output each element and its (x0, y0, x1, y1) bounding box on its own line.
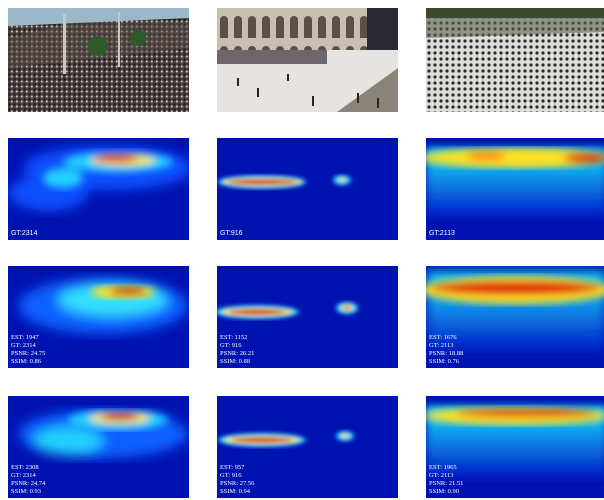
ssim-label: SSIM: 0.88 (220, 358, 250, 365)
density-map-gt-3: GT:2113 (426, 138, 604, 240)
density-map-est-b-2: EST: 957 GT: 916 PSNR: 27.56 SSIM: 0.94 (217, 396, 398, 498)
gt-count-label: GT:2314 (11, 230, 38, 237)
psnr-label: PSNR: 24.75 (11, 350, 46, 357)
est-label: EST: 957 (220, 464, 245, 471)
est-label: EST: 2308 (11, 464, 39, 471)
estimate-metrics: EST: 1965 GT: 2113 PSNR: 21.51 SSIM: 0.9… (429, 464, 463, 496)
gt-label: GT: 2314 (11, 342, 36, 349)
gt-label: GT: 2113 (429, 342, 454, 349)
density-map-est-a-2: EST: 1152 GT: 916 PSNR: 26.21 SSIM: 0.88 (217, 266, 398, 368)
psnr-label: PSNR: 27.56 (220, 480, 255, 487)
gt-label: GT: 916 (220, 472, 242, 479)
density-map-est-b-1: EST: 2308 GT: 2314 PSNR: 24.74 SSIM: 0.9… (8, 396, 189, 498)
estimate-metrics: EST: 1152 GT: 916 PSNR: 26.21 SSIM: 0.88 (220, 334, 254, 366)
density-map-est-a-1: EST: 1947 GT: 2314 PSNR: 24.75 SSIM: 0.8… (8, 266, 189, 368)
est-label: EST: 1676 (429, 334, 457, 341)
est-label: EST: 1947 (11, 334, 39, 341)
est-label: EST: 1152 (220, 334, 248, 341)
density-map-est-b-3: EST: 1965 GT: 2113 PSNR: 21.51 SSIM: 0.9… (426, 396, 604, 498)
est-label: EST: 1965 (429, 464, 457, 471)
photo-prayer-crowd (426, 8, 604, 112)
gt-label: GT: 916 (220, 342, 242, 349)
ssim-label: SSIM: 0.90 (429, 488, 459, 495)
ssim-label: SSIM: 0.76 (429, 358, 459, 365)
gt-label: GT: 2314 (11, 472, 36, 479)
gt-label: GT: 2113 (429, 472, 454, 479)
psnr-label: PSNR: 21.51 (429, 480, 464, 487)
estimate-metrics: EST: 2308 GT: 2314 PSNR: 24.74 SSIM: 0.9… (11, 464, 45, 496)
estimate-metrics: EST: 1676 GT: 2113 PSNR: 18.88 SSIM: 0.7… (429, 334, 463, 366)
estimate-metrics: EST: 957 GT: 916 PSNR: 27.56 SSIM: 0.94 (220, 464, 254, 496)
gt-count-label: GT:916 (220, 230, 243, 237)
density-map-gt-1: GT:2314 (8, 138, 189, 240)
psnr-label: PSNR: 18.88 (429, 350, 464, 357)
photo-crowd-waterfront (8, 8, 189, 112)
estimate-metrics: EST: 1947 GT: 2314 PSNR: 24.75 SSIM: 0.8… (11, 334, 45, 366)
photo-mosque-courtyard (217, 8, 398, 112)
psnr-label: PSNR: 26.21 (220, 350, 255, 357)
density-map-gt-2: GT:916 (217, 138, 398, 240)
ssim-label: SSIM: 0.93 (11, 488, 41, 495)
ssim-label: SSIM: 0.94 (220, 488, 250, 495)
ssim-label: SSIM: 0.86 (11, 358, 41, 365)
gt-count-label: GT:2113 (429, 230, 455, 237)
psnr-label: PSNR: 24.74 (11, 480, 46, 487)
density-map-est-a-3: EST: 1676 GT: 2113 PSNR: 18.88 SSIM: 0.7… (426, 266, 604, 368)
